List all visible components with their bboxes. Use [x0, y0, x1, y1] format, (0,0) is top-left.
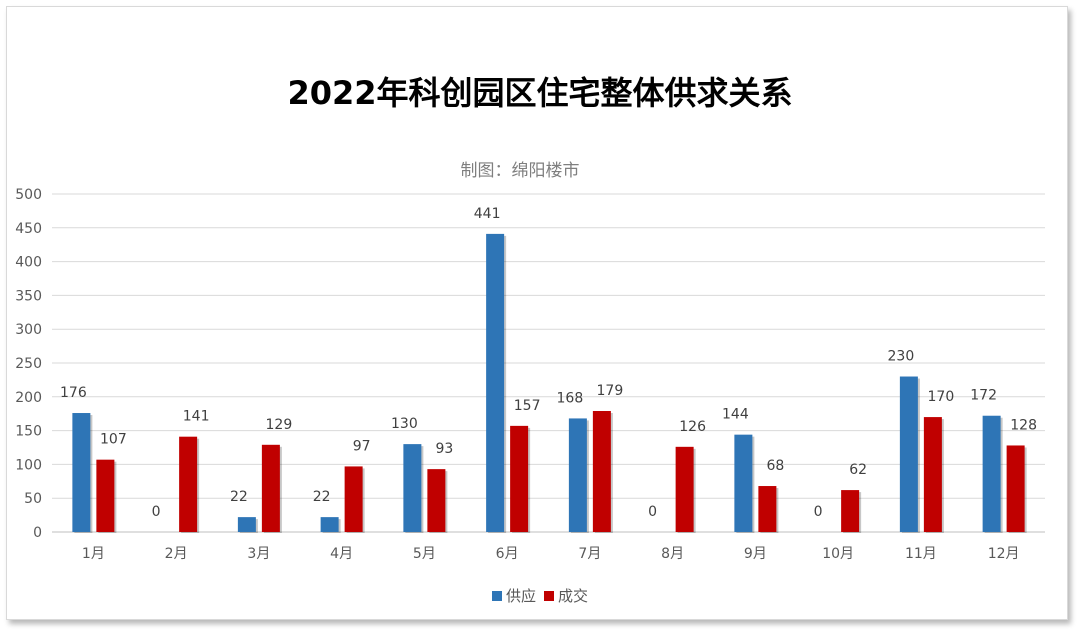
x-tick-label: 11月 — [905, 546, 937, 562]
data-label: 176 — [60, 385, 87, 401]
bar-deal — [427, 469, 446, 532]
data-label: 107 — [100, 432, 127, 448]
data-label: 97 — [353, 438, 371, 454]
bar-supply — [899, 376, 918, 532]
data-label: 179 — [597, 383, 624, 399]
y-tick-label: 0 — [33, 525, 42, 541]
bar-supply — [72, 413, 91, 532]
bar-deal — [1006, 445, 1025, 532]
y-tick-label: 200 — [15, 390, 42, 406]
bar-deal — [592, 410, 611, 532]
x-tick-label: 1月 — [82, 546, 105, 562]
y-tick-label: 500 — [15, 187, 42, 203]
bar-deal — [96, 459, 115, 532]
legend-swatch-deal — [544, 590, 554, 601]
bar-deal — [675, 446, 694, 532]
x-tick-label: 7月 — [578, 546, 601, 562]
bar-supply — [486, 233, 505, 532]
x-tick-label: 5月 — [413, 546, 436, 562]
bar-deal — [841, 490, 860, 532]
data-label: 22 — [313, 489, 331, 505]
data-label: 128 — [1010, 417, 1037, 433]
bar-deal — [179, 436, 198, 532]
bar-supply — [237, 517, 256, 532]
data-label: 93 — [435, 441, 453, 457]
bar-deal — [758, 486, 777, 532]
bar-supply — [982, 415, 1001, 532]
data-label: 0 — [814, 504, 823, 520]
data-label: 68 — [766, 458, 784, 474]
data-label: 62 — [849, 462, 867, 478]
x-tick-label: 12月 — [988, 546, 1020, 562]
y-tick-label: 250 — [15, 356, 42, 372]
data-label: 22 — [230, 489, 248, 505]
x-tick-label: 2月 — [165, 546, 188, 562]
data-label: 172 — [970, 388, 997, 404]
data-label: 170 — [928, 389, 955, 405]
x-tick-label: 3月 — [247, 546, 270, 562]
data-label: 130 — [391, 416, 418, 432]
bar-supply — [320, 517, 339, 532]
legend-label-deal: 成交 — [558, 587, 589, 605]
data-label: 230 — [888, 349, 915, 365]
data-label: 126 — [679, 419, 706, 435]
y-tick-label: 50 — [24, 491, 42, 507]
legend-swatch-supply — [491, 590, 502, 601]
data-label: 157 — [514, 398, 541, 414]
bar-supply — [403, 444, 422, 532]
legend: 供应 成交 — [0, 585, 1080, 606]
legend-item-deal: 成交 — [544, 585, 588, 606]
x-tick-label: 10月 — [822, 546, 854, 562]
y-tick-label: 350 — [15, 288, 42, 304]
y-tick-label: 300 — [15, 322, 42, 338]
y-tick-label: 450 — [15, 221, 42, 237]
x-tick-label: 6月 — [496, 546, 519, 562]
y-tick-label: 150 — [15, 424, 42, 440]
x-tick-label: 8月 — [661, 546, 684, 562]
bar-deal — [510, 425, 529, 532]
data-label: 168 — [557, 390, 584, 406]
chart-title: 2022年科创园区住宅整体供求关系 — [287, 74, 793, 112]
y-tick-label: 100 — [15, 457, 42, 473]
x-tick-label: 4月 — [330, 546, 353, 562]
data-label: 129 — [266, 417, 293, 433]
chart-subtitle: 制图：绵阳楼市 — [460, 161, 580, 181]
data-label: 0 — [648, 504, 657, 520]
legend-label-supply: 供应 — [505, 587, 536, 605]
data-label: 441 — [474, 206, 501, 222]
x-tick-label: 9月 — [744, 546, 767, 562]
data-label: 0 — [152, 504, 161, 520]
data-label: 141 — [183, 409, 210, 425]
legend-item-supply: 供应 — [491, 585, 536, 606]
bar-supply — [568, 418, 587, 532]
bar-deal — [344, 466, 363, 532]
y-tick-label: 400 — [15, 255, 42, 271]
data-label: 144 — [722, 407, 749, 423]
bar-supply — [734, 434, 753, 532]
bar-deal — [261, 444, 280, 532]
bar-deal — [923, 417, 942, 532]
